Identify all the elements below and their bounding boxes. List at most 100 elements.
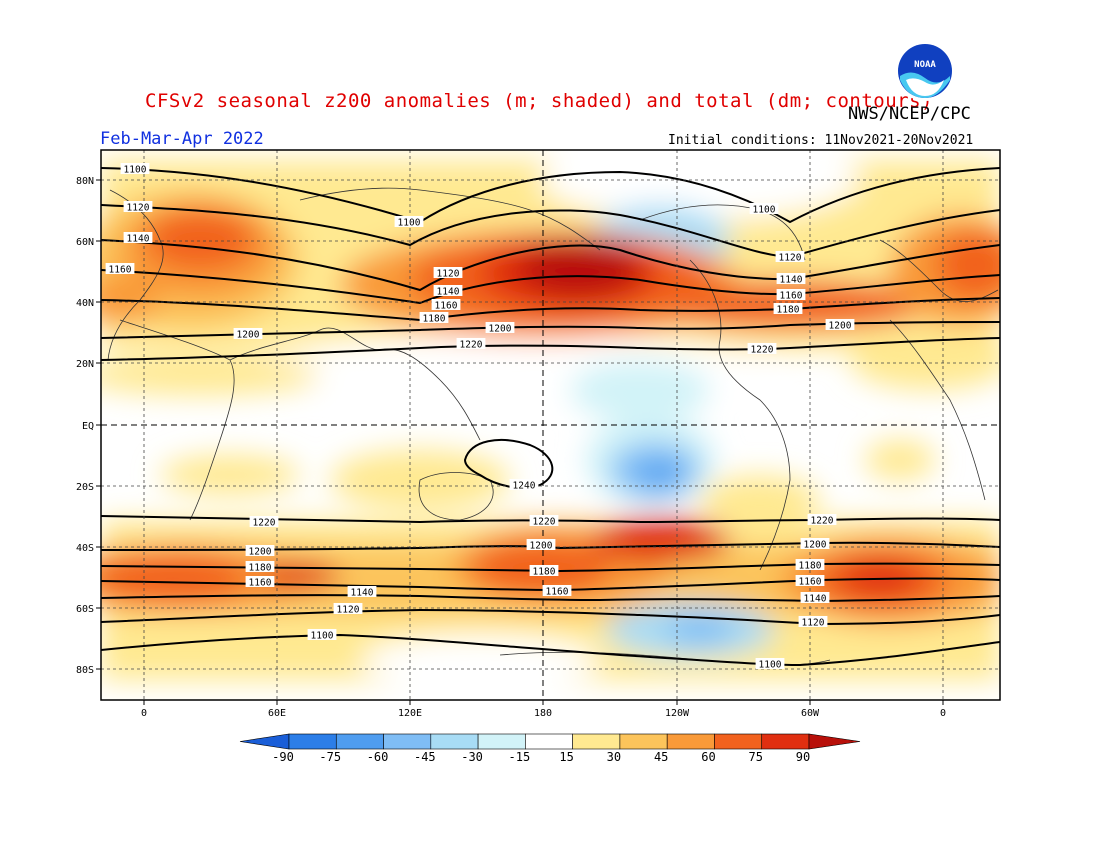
latitude-axis: 80N 60N 40N 20N EQ 20S 40S 60S 80S xyxy=(76,176,101,676)
svg-text:1140: 1140 xyxy=(127,234,150,245)
lat-tick-label: EQ xyxy=(82,421,94,432)
svg-text:1200: 1200 xyxy=(237,330,260,341)
noaa-logo-icon: NOAA xyxy=(895,41,955,101)
contour-label: 1100 xyxy=(749,203,779,216)
colorbar-left-arrow xyxy=(239,733,290,750)
contour-label: 1160 xyxy=(776,289,806,302)
svg-text:1160: 1160 xyxy=(780,291,803,302)
colorbar-label: 45 xyxy=(654,750,668,764)
svg-text:1160: 1160 xyxy=(546,587,569,598)
contour-label: 1240 xyxy=(509,479,539,492)
svg-text:1160: 1160 xyxy=(435,301,458,312)
noaa-logo-text: NOAA xyxy=(914,60,936,70)
lon-tick-label: 60E xyxy=(268,708,286,719)
contour-label: 1180 xyxy=(529,565,559,578)
svg-text:1120: 1120 xyxy=(337,605,360,616)
svg-text:1220: 1220 xyxy=(751,345,774,356)
colorbar-box xyxy=(288,733,337,750)
initial-conditions: Initial conditions: 11Nov2021-20Nov2021 xyxy=(668,133,974,148)
svg-text:1220: 1220 xyxy=(533,517,556,528)
colorbar-label: 90 xyxy=(796,750,810,764)
colorbar-label: 60 xyxy=(701,750,715,764)
colorbar-label: -90 xyxy=(272,750,294,764)
colorbar-label: -30 xyxy=(461,750,483,764)
colorbar-label: -75 xyxy=(319,750,341,764)
contour-label: 1120 xyxy=(798,616,828,629)
svg-text:1100: 1100 xyxy=(311,631,334,642)
lon-tick-label: 120W xyxy=(665,708,690,719)
contour-label: 1120 xyxy=(123,201,153,214)
contour-label: 1220 xyxy=(747,343,777,356)
contour-label: 1200 xyxy=(526,539,556,552)
svg-text:1220: 1220 xyxy=(811,516,834,527)
colorbar-box xyxy=(477,733,526,750)
svg-text:1160: 1160 xyxy=(249,578,272,589)
contour-label: 1220 xyxy=(807,514,837,527)
contour-label: 1180 xyxy=(795,559,825,572)
svg-text:1220: 1220 xyxy=(253,518,276,529)
contour-label: 1140 xyxy=(347,586,377,599)
contour-label: 1100 xyxy=(755,658,785,671)
svg-text:1120: 1120 xyxy=(779,253,802,264)
contour-label: 1120 xyxy=(433,267,463,280)
svg-text:1140: 1140 xyxy=(780,275,803,286)
colorbar-box xyxy=(383,733,432,750)
contour-label: 1220 xyxy=(249,516,279,529)
contour-label: 1220 xyxy=(529,515,559,528)
colorbar-label: -60 xyxy=(367,750,389,764)
colorbar-label: -45 xyxy=(414,750,436,764)
colorbar-box xyxy=(335,733,384,750)
contour-label: 1100 xyxy=(307,629,337,642)
contour-label: 1200 xyxy=(800,538,830,551)
svg-text:1180: 1180 xyxy=(533,567,556,578)
lon-tick-label: 0 xyxy=(940,708,946,719)
contour-label: 1200 xyxy=(233,328,263,341)
svg-text:1200: 1200 xyxy=(804,540,827,551)
svg-text:1240: 1240 xyxy=(513,481,536,492)
lon-tick-label: 120E xyxy=(398,708,422,719)
colorbar-right-arrow xyxy=(808,733,861,750)
svg-text:1200: 1200 xyxy=(489,324,512,335)
svg-text:1100: 1100 xyxy=(124,165,147,176)
contour-label: 1160 xyxy=(105,263,135,276)
agency-credit: NWS/NCEP/CPC xyxy=(848,104,971,124)
contour-label: 1140 xyxy=(776,273,806,286)
contour-labels: 1100 1120 1140 1160 1100 1120 1140 1160 1180 1200… xyxy=(105,163,855,671)
svg-text:1180: 1180 xyxy=(799,561,822,572)
svg-text:1160: 1160 xyxy=(109,265,132,276)
contour-label: 1160 xyxy=(795,575,825,588)
lat-tick-label: 80N xyxy=(76,176,94,187)
colorbar-box xyxy=(525,733,573,750)
contour-label: 1140 xyxy=(800,592,830,605)
contour-label: 1160 xyxy=(245,576,275,589)
svg-text:1160: 1160 xyxy=(799,577,822,588)
contour-label: 1160 xyxy=(431,299,461,312)
svg-text:1180: 1180 xyxy=(249,563,272,574)
lat-tick-label: 60N xyxy=(76,237,94,248)
lat-tick-label: 20N xyxy=(76,359,94,370)
svg-text:1120: 1120 xyxy=(437,269,460,280)
anomaly-shading xyxy=(101,150,1000,700)
contour-label: 1180 xyxy=(245,561,275,574)
contour-label: 1100 xyxy=(120,163,150,176)
svg-text:1120: 1120 xyxy=(802,618,825,629)
lon-tick-label: 180 xyxy=(534,708,552,719)
lat-tick-label: 80S xyxy=(76,665,94,676)
contour-label: 1140 xyxy=(433,285,463,298)
svg-text:1120: 1120 xyxy=(127,203,150,214)
colorbar-label: 75 xyxy=(749,750,763,764)
contour-label: 1200 xyxy=(485,322,515,335)
colorbar-label: -15 xyxy=(509,750,531,764)
contour-label: 1200 xyxy=(245,545,275,558)
contour-label: 1180 xyxy=(773,303,803,316)
map-title: CFSv2 seasonal z200 anomalies (m; shaded… xyxy=(145,90,933,112)
svg-text:1140: 1140 xyxy=(437,287,460,298)
contour-label: 1120 xyxy=(333,603,363,616)
contour-label: 1200 xyxy=(825,319,855,332)
colorbar-label: 15 xyxy=(559,750,573,764)
lat-tick-label: 60S xyxy=(76,604,94,615)
svg-text:1200: 1200 xyxy=(530,541,553,552)
svg-text:1140: 1140 xyxy=(351,588,374,599)
contour-label: 1220 xyxy=(456,338,486,351)
